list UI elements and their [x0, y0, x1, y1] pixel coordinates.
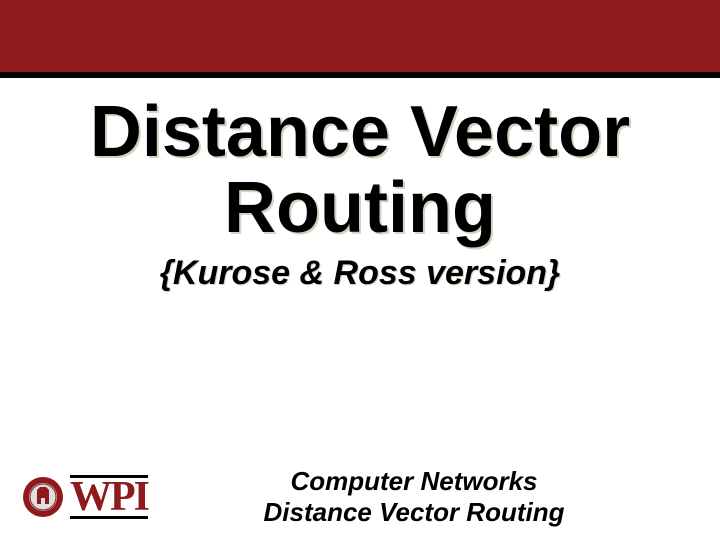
footer: WPI Computer Networks Distance Vector Ro… — [0, 466, 720, 528]
title-line-1: Distance Vector — [90, 92, 630, 172]
logo-underline — [70, 516, 148, 519]
content-area: Distance Vector Routing {Kurose & Ross v… — [30, 95, 690, 293]
footer-line-2: Distance Vector Routing — [264, 497, 565, 527]
slide-subtitle: {Kurose & Ross version} — [30, 254, 690, 293]
header-bar — [0, 0, 720, 78]
slide-title: Distance Vector Routing — [30, 95, 690, 246]
seal-icon — [22, 476, 64, 518]
title-line-2: Routing — [224, 168, 496, 248]
logo-text: WPI — [70, 473, 148, 521]
wpi-logo: WPI — [22, 473, 148, 521]
footer-line-1: Computer Networks — [290, 466, 537, 496]
logo-overline — [70, 475, 148, 478]
slide: Distance Vector Routing {Kurose & Ross v… — [0, 0, 720, 540]
logo-text-value: WPI — [70, 474, 148, 520]
footer-text: Computer Networks Distance Vector Routin… — [148, 466, 720, 528]
